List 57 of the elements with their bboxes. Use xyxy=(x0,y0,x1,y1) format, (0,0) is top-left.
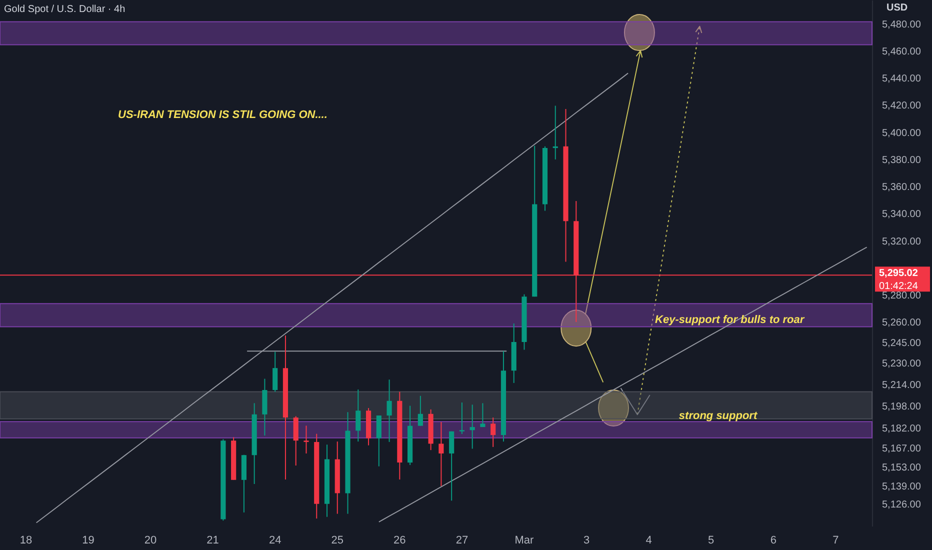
candlestick xyxy=(438,422,444,487)
candlestick xyxy=(356,388,361,442)
y-tick-label: 5,440.00 xyxy=(882,74,922,85)
x-tick-label: 5 xyxy=(708,534,714,546)
y-tick-label: 5,360.00 xyxy=(882,182,922,194)
y-tick-label: 5,214.00 xyxy=(882,380,922,392)
x-tick-label: 25 xyxy=(331,534,344,546)
y-tick-label: 5,340.00 xyxy=(882,209,922,220)
x-tick-label: 3 xyxy=(583,534,590,546)
y-tick-label: 5,380.00 xyxy=(882,154,922,166)
annotation: US-IRAN TENSION IS STIL GOING ON.... xyxy=(118,109,328,121)
y-tick-label: 5,182.00 xyxy=(882,423,922,434)
line-series xyxy=(36,72,629,524)
candlestick xyxy=(470,404,475,450)
line-series xyxy=(378,246,868,522)
y-tick-label: 5,480.00 xyxy=(882,19,922,30)
candlestick xyxy=(293,416,298,466)
x-tick-label: 24 xyxy=(268,534,282,546)
y-tick-label: 5,460.00 xyxy=(882,46,922,58)
y-axis-title: USD xyxy=(886,2,908,14)
x-tick-label: Mar xyxy=(514,534,534,546)
y-tick-label: 5,230.00 xyxy=(882,358,922,370)
candlestick xyxy=(480,402,486,428)
candlestick xyxy=(552,105,558,160)
annotation: strong support xyxy=(678,410,758,422)
x-tick-label: 26 xyxy=(394,534,406,546)
y-tick-label: 5,126.00 xyxy=(882,499,922,510)
ref-line-label: 5,295.02 xyxy=(879,268,918,280)
candlestick xyxy=(386,379,392,442)
chart-title: Gold Spot / U.S. Dollar · 4h xyxy=(4,4,126,15)
y-tick-label: 5,245.00 xyxy=(882,338,922,349)
text: 01:42:24 xyxy=(879,281,918,292)
candlestick xyxy=(459,402,464,434)
y-tick-label: 5,260.00 xyxy=(882,318,922,329)
y-tick-label: 5,320.00 xyxy=(882,236,922,248)
x-tick-label: 21 xyxy=(206,534,219,546)
candlestick xyxy=(449,430,454,502)
annotation: Key-support for bulls to roar xyxy=(655,314,805,326)
y-tick-label: 5,280.00 xyxy=(882,290,922,302)
candlestick xyxy=(272,351,278,392)
x-tick-label: 4 xyxy=(646,534,652,546)
x-tick-label: 18 xyxy=(20,534,32,546)
y-tick-label: 5,167.00 xyxy=(882,444,922,455)
x-tick-label: 20 xyxy=(144,534,157,546)
candlestick xyxy=(304,425,309,454)
y-tick-label: 5,198.00 xyxy=(882,402,922,413)
x-tick-label: 6 xyxy=(770,534,776,546)
candlestick xyxy=(490,417,496,448)
x-tick-label: 19 xyxy=(82,534,94,546)
candlestick xyxy=(418,395,423,426)
candlestick xyxy=(376,415,382,467)
y-tick-label: 5,400.00 xyxy=(882,128,922,139)
x-tick-label: 27 xyxy=(456,534,468,546)
y-tick-label: 5,139.00 xyxy=(882,482,922,493)
y-tick-label: 5,420.00 xyxy=(882,100,922,112)
y-tick-label: 5,153.00 xyxy=(882,462,922,474)
x-tick-label: 7 xyxy=(832,534,839,546)
